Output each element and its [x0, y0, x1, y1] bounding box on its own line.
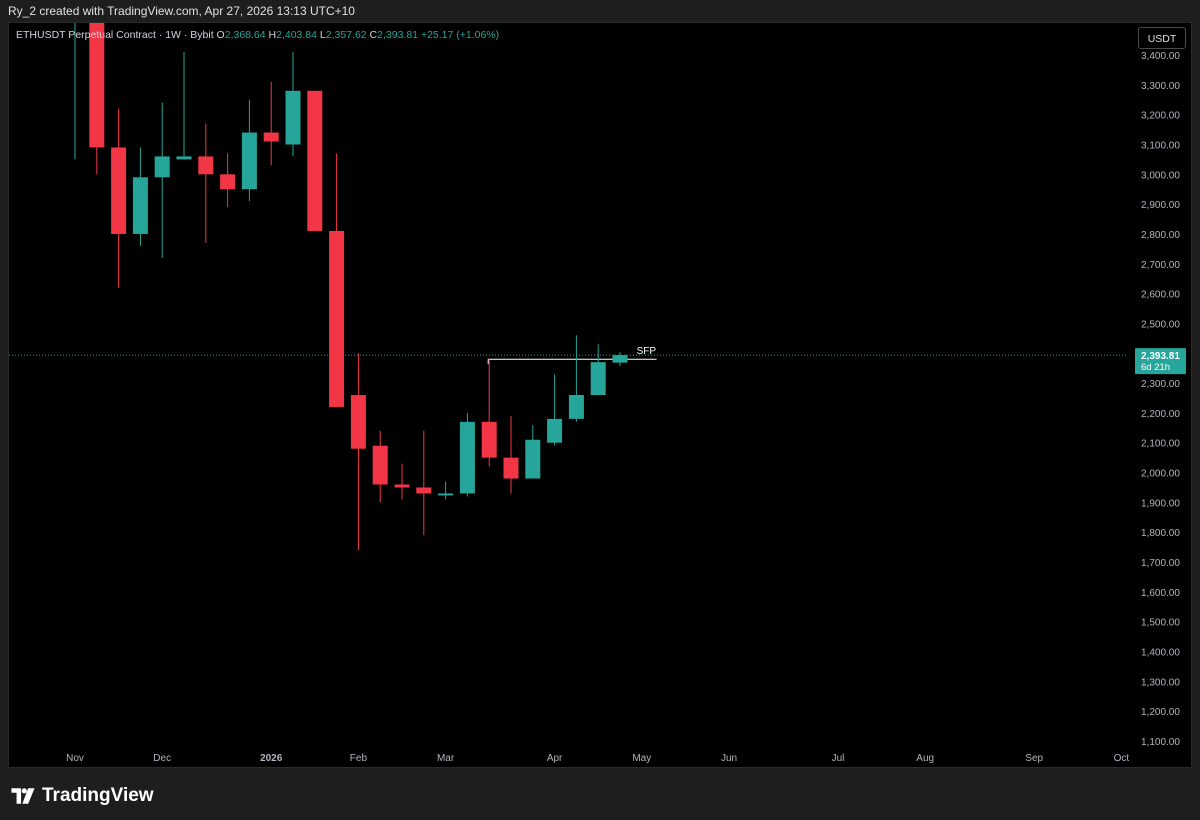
candle-body	[176, 156, 192, 160]
candle-body	[241, 132, 257, 190]
candle-body	[285, 90, 301, 145]
y-axis-tick-label: 3,200.00	[1141, 111, 1180, 122]
candle-body	[481, 421, 497, 458]
open-label: O	[216, 29, 225, 41]
candle-body	[525, 439, 541, 479]
candle-body	[372, 445, 388, 485]
low-value: 2,357.62	[325, 29, 367, 41]
candles-group	[9, 23, 1128, 551]
open-value: 2,368.64	[224, 29, 266, 41]
candle-body	[132, 177, 148, 234]
x-axis-tick-label: Dec	[153, 753, 171, 764]
x-axis-tick-label: Oct	[1114, 753, 1130, 764]
current-price-badge	[1135, 348, 1186, 375]
candle-body	[154, 156, 170, 178]
x-axis-tick-label: Nov	[66, 753, 84, 764]
y-axis-tick-label: 1,200.00	[1141, 707, 1180, 718]
candle-body	[89, 23, 105, 148]
tradingview-logo-icon	[11, 788, 35, 804]
candle-body	[547, 418, 563, 443]
candle-body	[111, 147, 127, 234]
y-axis-tick-label: 3,000.00	[1141, 170, 1180, 181]
x-axis-tick-label: Apr	[547, 753, 563, 764]
x-axis-tick-label: Jul	[832, 753, 845, 764]
ohlc-legend: ETHUSDT Perpetual Contract · 1W · Bybit …	[16, 29, 499, 41]
y-axis-tick-label: 2,000.00	[1141, 469, 1180, 480]
high-value: 2,403.84	[276, 29, 317, 41]
y-axis-tick-label: 3,300.00	[1141, 81, 1180, 92]
y-axis-tick-label: 1,100.00	[1141, 737, 1180, 748]
y-axis-tick-label: 2,800.00	[1141, 230, 1180, 241]
current-price-value: 2,393.81	[1141, 351, 1180, 362]
attribution-text: Ry_2 created with TradingView.com, Apr 2…	[8, 4, 355, 18]
symbol-label[interactable]: ETHUSDT Perpetual Contract · 1W · Bybit	[16, 29, 214, 41]
candle-body	[220, 174, 236, 190]
candle-body	[350, 395, 366, 449]
candle-body	[198, 156, 214, 175]
candle-body	[263, 132, 279, 142]
y-axis-tick-label: 1,800.00	[1141, 528, 1180, 539]
y-axis-tick-label: 3,100.00	[1141, 140, 1180, 151]
x-axis-tick-label: Mar	[437, 753, 455, 764]
high-label: H	[268, 29, 277, 41]
candle-body	[590, 362, 606, 396]
x-axis-tick-label: May	[632, 753, 651, 764]
candle-body	[416, 487, 432, 494]
close-value: 2,393.81	[377, 29, 419, 41]
y-axis-tick-label: 1,900.00	[1141, 498, 1180, 509]
y-axis-tick-label: 2,200.00	[1141, 409, 1180, 420]
y-axis-tick-label: 1,600.00	[1141, 588, 1180, 599]
candle-body	[459, 421, 475, 494]
y-axis-tick-label: 2,300.00	[1141, 379, 1180, 390]
change-value: +25.17 (+1.06%)	[420, 29, 500, 41]
x-axis-tick-label: Aug	[916, 753, 934, 764]
low-label: L	[319, 29, 326, 41]
bar-countdown: 6d 21h	[1141, 362, 1170, 373]
candle-body	[307, 90, 323, 231]
y-axis-tick-label: 3,400.00	[1141, 51, 1180, 62]
y-axis-tick-label: 2,100.00	[1141, 439, 1180, 450]
close-label: C	[369, 29, 378, 41]
y-axis-tick-label: 2,600.00	[1141, 290, 1180, 301]
y-axis-tick-label: 1,500.00	[1141, 618, 1180, 629]
currency-button[interactable]: USDT	[1138, 27, 1186, 49]
candle-body	[329, 230, 345, 407]
candle-body	[568, 395, 584, 419]
candle-body	[438, 493, 454, 496]
x-axis-tick-label: Jun	[721, 753, 737, 764]
y-axis-tick-label: 1,300.00	[1141, 677, 1180, 688]
y-axis-tick-label: 1,700.00	[1141, 558, 1180, 569]
y-axis-tick-label: 2,900.00	[1141, 200, 1180, 211]
x-axis-tick-label: Sep	[1025, 753, 1043, 764]
tradingview-wordmark: TradingView	[42, 785, 154, 806]
sfp-annotation-label: SFP	[637, 346, 657, 357]
y-axis-tick-label: 2,700.00	[1141, 260, 1180, 271]
y-axis-tick-label: 1,400.00	[1141, 648, 1180, 659]
candle-body	[503, 457, 519, 479]
x-axis-tick-label: 2026	[260, 753, 283, 764]
tradingview-branding[interactable]: TradingView	[10, 784, 154, 808]
y-axis-tick-label: 2,500.00	[1141, 319, 1180, 330]
x-axis-tick-label: Feb	[350, 753, 368, 764]
attribution-bar: Ry_2 created with TradingView.com, Apr 2…	[0, 0, 1200, 22]
candle-body	[612, 355, 628, 363]
candle-body	[394, 484, 410, 488]
